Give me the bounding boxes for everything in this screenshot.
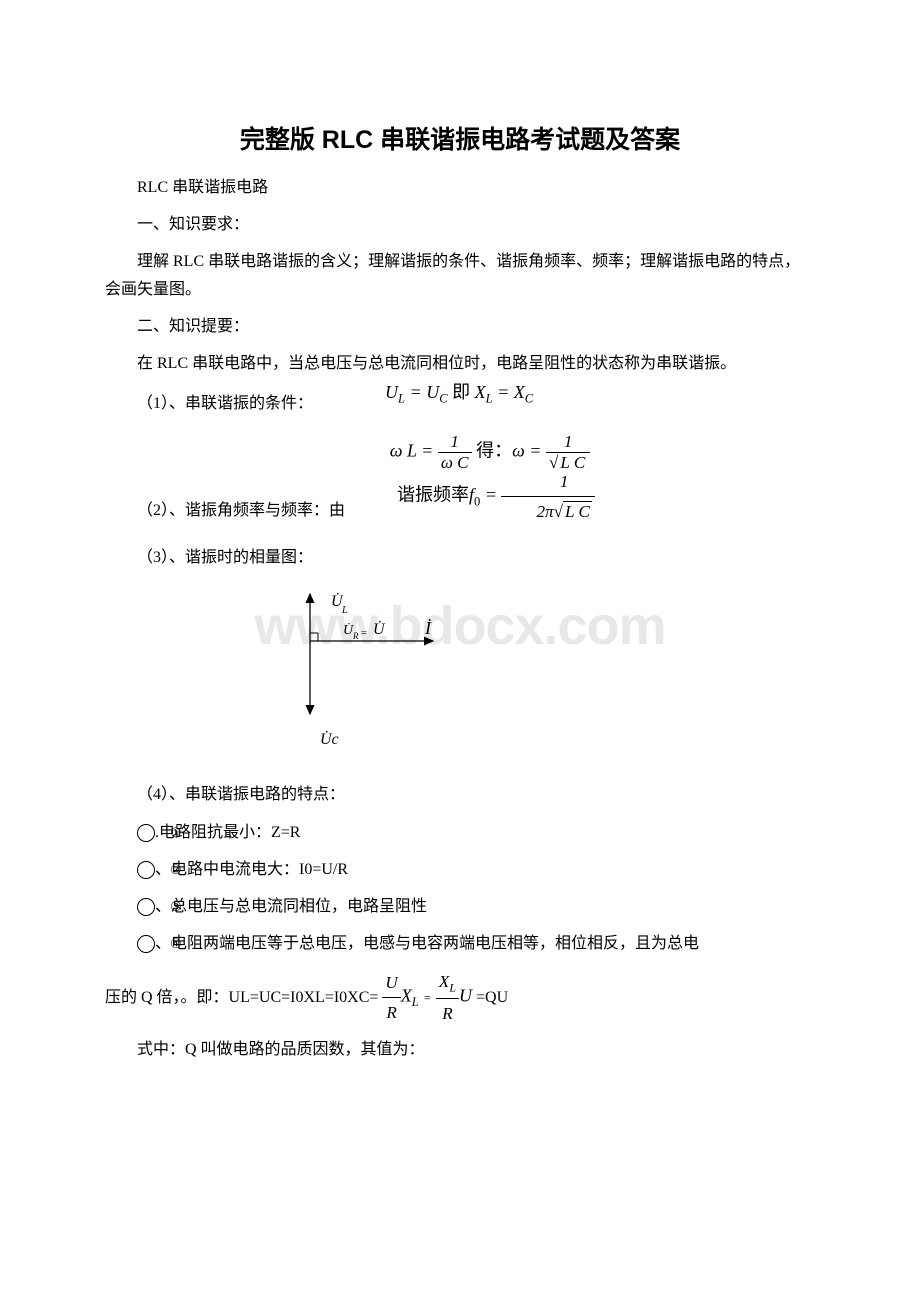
paragraph-requirements: 理解 RLC 串联电路谐振的含义；理解谐振的条件、谐振角频率、频率；理解谐振电路… (105, 248, 815, 302)
condition-2-label: （2）、谐振角频率与频率：由 (105, 497, 345, 524)
paragraph-subtitle: RLC 串联谐振电路 (105, 174, 815, 201)
feature-2-text: 、电路中电流电大：I0=U/R (155, 861, 348, 878)
svg-text:R: R (352, 631, 359, 641)
feature-1-text: .电路阻抗最小：Z=R (155, 824, 300, 841)
phasor-svg: U̇ L U̇ R = U̇ İ U̇c (265, 586, 465, 761)
circled-3: ③ (137, 898, 155, 916)
section-heading-2: 二、知识提要： (105, 313, 815, 340)
page-title: 完整版 RLC 串联谐振电路考试题及答案 (105, 120, 815, 156)
feature-1: ①.电路阻抗最小：Z=R (105, 819, 815, 846)
features-heading: （4）、串联谐振电路的特点： (105, 781, 815, 808)
circled-4: ④ (137, 935, 155, 953)
circled-2: ② (137, 861, 155, 879)
svg-text:L: L (341, 605, 348, 616)
phasor-diagram: U̇ L U̇ R = U̇ İ U̇c (265, 586, 815, 766)
feature-4-text-b: 压的 Q 倍，。即：UL=UC=I0XL=I0XC= (105, 984, 378, 1011)
quality-factor-text: 式中：Q 叫做电路的品质因数，其值为： (105, 1036, 815, 1063)
feature-3-text: 、总电压与总电流同相位，电路呈阻性 (155, 898, 427, 915)
feature-4-text-c: =QU (476, 984, 508, 1011)
feature-4-line2: 压的 Q 倍，。即：UL=UC=I0XL=I0XC= URXL = XLRU =… (105, 967, 815, 1028)
condition-3-label: （3）、谐振时的相量图： (105, 544, 815, 571)
feature-4-line1: ④、电阻两端电压等于总电压，电感与电容两端电压相等，相位相反，且为总电 (105, 930, 815, 957)
svg-text:İ: İ (424, 618, 432, 638)
feature-2: ②、电路中电流电大：I0=U/R (105, 856, 815, 883)
section-heading-1: 一、知识要求： (105, 211, 815, 238)
condition-1-row: （1）、串联谐振的条件： UL = UC 即 XL = XC (105, 387, 815, 420)
document-content: 完整版 RLC 串联谐振电路考试题及答案 RLC 串联谐振电路 一、知识要求： … (105, 120, 815, 1063)
svg-text:U̇: U̇ (373, 621, 386, 638)
feature-3: ③、总电压与总电流同相位，电路呈阻性 (105, 893, 815, 920)
circled-1: ① (137, 824, 155, 842)
condition-1-label: （1）、串联谐振的条件： (105, 390, 313, 417)
q-formula: URXL = XLRU (382, 967, 472, 1028)
feature-4-text-a: 、电阻两端电压等于总电压，电感与电容两端电压相等，相位相反，且为总电 (155, 935, 699, 952)
paragraph-summary: 在 RLC 串联电路中，当总电压与总电流同相位时，电路呈阻性的状态称为串联谐振。 (105, 350, 815, 377)
resonant-frequency-formula: 谐振频率f0 = 12π√L C (365, 467, 595, 526)
condition-2-row: （2）、谐振角频率与频率：由 谐振频率f0 = 12π√L C (105, 481, 815, 540)
svg-text:U̇c: U̇c (320, 731, 339, 748)
svg-text:=: = (361, 627, 367, 639)
condition-1-formula: UL = UC 即 XL = XC (353, 377, 533, 410)
